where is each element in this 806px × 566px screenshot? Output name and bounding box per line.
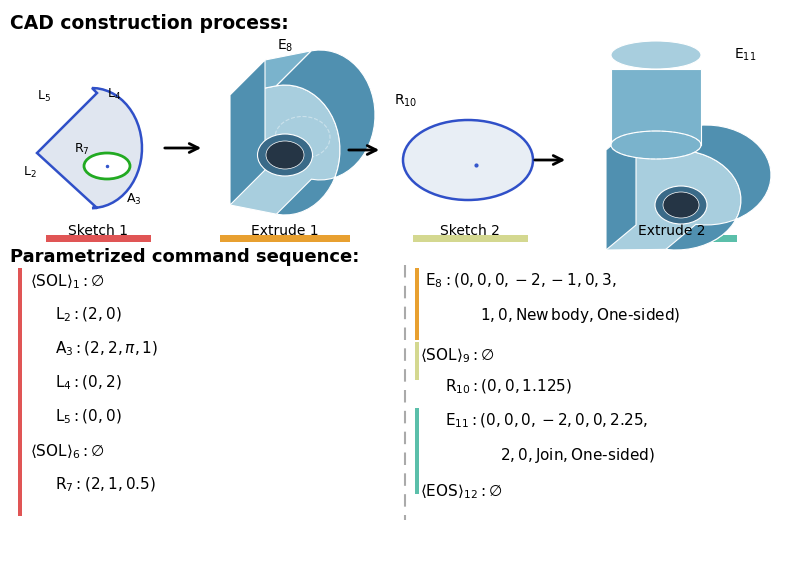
Polygon shape	[230, 51, 311, 95]
Polygon shape	[666, 125, 771, 250]
Ellipse shape	[611, 131, 701, 159]
Text: $\mathrm{E}_{11}$: $\mathrm{E}_{11}$	[734, 47, 756, 63]
Polygon shape	[606, 125, 696, 151]
Bar	[415, 268, 419, 340]
Text: $\mathrm{A}_3 : (2, 2, \pi, 1)$: $\mathrm{A}_3 : (2, 2, \pi, 1)$	[55, 340, 158, 358]
Polygon shape	[611, 69, 701, 145]
Text: Extrude 1: Extrude 1	[251, 224, 319, 238]
Text: Sketch 2: Sketch 2	[440, 224, 500, 238]
Text: Extrude 2: Extrude 2	[638, 224, 706, 238]
Text: $\mathrm{L}_5$: $\mathrm{L}_5$	[37, 89, 51, 104]
Text: $\langle\mathrm{EOS}\rangle_{12} : \emptyset$: $\langle\mathrm{EOS}\rangle_{12} : \empt…	[420, 482, 503, 501]
Text: $\mathrm{R}_{10}$: $\mathrm{R}_{10}$	[394, 93, 418, 109]
Bar	[607, 235, 737, 242]
Text: $\langle\mathrm{SOL}\rangle_9 : \emptyset$: $\langle\mathrm{SOL}\rangle_9 : \emptyse…	[420, 346, 495, 365]
Text: Sketch 1: Sketch 1	[68, 224, 128, 238]
Text: $\mathrm{E}_8$: $\mathrm{E}_8$	[276, 38, 293, 54]
Text: $\mathrm{L}_2$: $\mathrm{L}_2$	[23, 165, 37, 180]
Text: $\mathrm{L}_4 : (0, 2)$: $\mathrm{L}_4 : (0, 2)$	[55, 374, 122, 392]
Bar	[220, 235, 350, 242]
Polygon shape	[276, 50, 375, 215]
Polygon shape	[606, 125, 636, 250]
Text: $\langle\mathrm{SOL}\rangle_1 : \emptyset$: $\langle\mathrm{SOL}\rangle_1 : \emptyse…	[30, 272, 105, 291]
Ellipse shape	[84, 153, 130, 179]
Polygon shape	[230, 60, 265, 205]
Ellipse shape	[403, 120, 533, 200]
Text: $\mathrm{R}_{10} : (0, 0, 1.125)$: $\mathrm{R}_{10} : (0, 0, 1.125)$	[445, 378, 572, 396]
Text: $\mathrm{L}_2 : (2, 0)$: $\mathrm{L}_2 : (2, 0)$	[55, 306, 122, 324]
Text: $\mathrm{R}_7$: $\mathrm{R}_7$	[74, 142, 89, 157]
Ellipse shape	[663, 192, 699, 218]
Polygon shape	[606, 150, 741, 250]
Text: $2, 0, \mathrm{Join}, \mathrm{One\text{-}sided})$: $2, 0, \mathrm{Join}, \mathrm{One\text{-…	[500, 446, 654, 465]
Polygon shape	[37, 88, 142, 208]
Text: $1, 0, \mathrm{New\,body}, \mathrm{One\text{-}sided})$: $1, 0, \mathrm{New\,body}, \mathrm{One\t…	[480, 306, 680, 325]
Text: $\mathrm{L}_5 : (0, 0)$: $\mathrm{L}_5 : (0, 0)$	[55, 408, 122, 426]
Text: $\langle\mathrm{SOL}\rangle_6 : \emptyset$: $\langle\mathrm{SOL}\rangle_6 : \emptyse…	[30, 442, 105, 461]
Text: $\mathrm{E}_{11} : (0, 0, 0, -2, 0, 0, 2.25,$: $\mathrm{E}_{11} : (0, 0, 0, -2, 0, 0, 2…	[445, 412, 648, 430]
Bar	[415, 408, 419, 494]
Bar	[415, 342, 419, 380]
Polygon shape	[230, 85, 340, 215]
Ellipse shape	[655, 186, 707, 224]
Text: $\mathrm{R}_7 : (2, 1, 0.5)$: $\mathrm{R}_7 : (2, 1, 0.5)$	[55, 476, 156, 494]
Text: CAD construction process:: CAD construction process:	[10, 14, 289, 33]
Bar	[18, 268, 22, 516]
Bar	[413, 235, 527, 242]
Text: $\mathrm{L}_4$: $\mathrm{L}_4$	[107, 87, 121, 102]
Text: $\mathrm{E}_8 : (0, 0, 0, -2, -1, 0, 3,$: $\mathrm{E}_8 : (0, 0, 0, -2, -1, 0, 3,$	[425, 272, 617, 290]
Ellipse shape	[266, 141, 304, 169]
Text: Parametrized command sequence:: Parametrized command sequence:	[10, 248, 359, 266]
Ellipse shape	[611, 41, 701, 69]
Ellipse shape	[257, 134, 313, 176]
Bar	[45, 235, 151, 242]
Text: $\mathrm{A}_3$: $\mathrm{A}_3$	[127, 192, 142, 207]
